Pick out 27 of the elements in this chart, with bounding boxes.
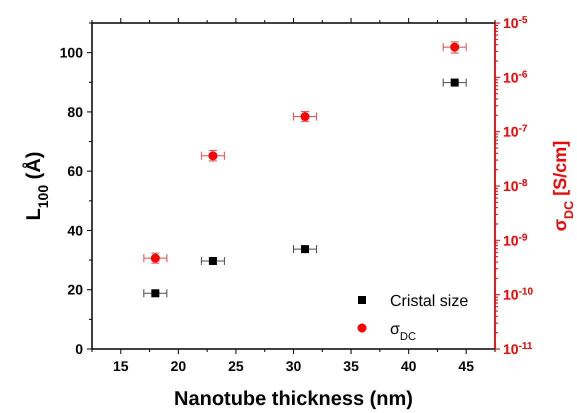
y-tick-label: 20 bbox=[67, 282, 84, 298]
point bbox=[450, 78, 459, 87]
x-axis-title: Nanotube thickness (nm) bbox=[174, 388, 413, 410]
legend-label: Cristal size bbox=[390, 293, 468, 310]
y2-tick-label: 10$^{-5}$ bbox=[503, 14, 528, 31]
y-tick-label: 0 bbox=[75, 341, 84, 357]
y2-tick-label: 10$^{-10}$ bbox=[503, 286, 534, 303]
point bbox=[301, 245, 310, 254]
x-tick-label: 25 bbox=[228, 358, 244, 374]
x-tick-label: 45 bbox=[458, 358, 474, 374]
y2-tick-label: 10$^{-9}$ bbox=[503, 232, 528, 248]
y2-tick-label: 10$^{-7}$ bbox=[503, 123, 528, 140]
y-tick-label: 60 bbox=[67, 163, 84, 180]
point bbox=[208, 256, 217, 265]
x-tick-label: 30 bbox=[286, 358, 302, 374]
y2-tick-label: 10$^{-11}$ bbox=[503, 340, 533, 357]
point bbox=[151, 289, 160, 298]
y2-tick-label: 10$^{-6}$ bbox=[503, 68, 528, 86]
legend-label: σ$_{DC}$ bbox=[390, 321, 416, 343]
y-tick-label: 100 bbox=[60, 44, 84, 61]
x-tick-label: 20 bbox=[170, 358, 186, 374]
y2-tick-label: 10$^{-8}$ bbox=[503, 178, 528, 194]
x-tick-label: 15 bbox=[112, 358, 129, 374]
x-tick-label: 40 bbox=[400, 358, 417, 374]
y-tick-label: 40 bbox=[67, 222, 84, 238]
y-tick-label: 80 bbox=[67, 104, 84, 120]
x-tick-label: 35 bbox=[343, 358, 360, 374]
